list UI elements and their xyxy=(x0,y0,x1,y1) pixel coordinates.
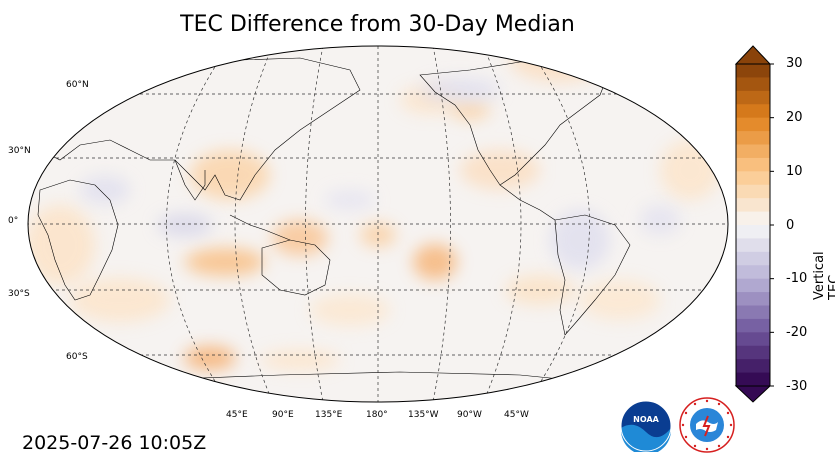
colorbar-segment xyxy=(736,198,770,213)
colorbar-extend-min xyxy=(734,385,772,403)
colorbar-segment xyxy=(736,372,770,387)
colorbar-segment xyxy=(736,157,770,172)
colorbar-segment xyxy=(736,332,770,347)
negative-anomaly-regions xyxy=(80,78,680,270)
lon-label-45e: 45°E xyxy=(226,410,248,420)
lat-label-30n: 30°N xyxy=(8,146,31,156)
colorbar-segment xyxy=(736,90,770,105)
timestamp: 2025-07-26 10:05Z xyxy=(22,432,207,454)
lat-label-30s: 30°S xyxy=(8,289,30,299)
colorbar-segment xyxy=(736,318,770,333)
lon-label-90w: 90°W xyxy=(457,410,482,420)
colorbar-segment xyxy=(736,117,770,132)
colorbar-segment xyxy=(736,184,770,199)
colorbar-tick-20: 20 xyxy=(786,110,803,125)
lat-label-60n: 60°N xyxy=(66,80,89,90)
colorbar-tick-30: 30 xyxy=(786,56,803,71)
lon-label-135w: 135°W xyxy=(408,410,439,420)
colorbar-segment xyxy=(736,131,770,145)
nws-logo xyxy=(679,397,735,453)
noaa-logo-text: NOAA xyxy=(633,415,659,424)
lon-label-45w: 45°W xyxy=(504,410,529,420)
colorbar-segment xyxy=(736,305,770,320)
colorbar-extend-max xyxy=(734,45,772,65)
lon-label-180: 180° xyxy=(366,410,388,420)
colorbar-tick-neg30: -30 xyxy=(786,379,808,394)
colorbar-tick-neg20: -20 xyxy=(786,325,808,340)
lon-label-90e: 90°E xyxy=(272,410,294,420)
globe-outline xyxy=(27,45,729,403)
colorbar-segment xyxy=(736,77,770,92)
lat-label-0: 0° xyxy=(8,216,19,226)
colorbar-segment xyxy=(736,104,770,119)
lon-label-135e: 135°E xyxy=(315,410,343,420)
colorbar-tick-0: 0 xyxy=(786,218,795,233)
lat-label-60s: 60°S xyxy=(66,352,88,362)
colorbar-tick-neg10: -10 xyxy=(786,271,808,286)
colorbar-segment xyxy=(736,211,770,226)
colorbar-segment xyxy=(736,144,770,159)
colorbar-segment xyxy=(736,64,770,78)
colorbar-segment xyxy=(736,251,770,266)
colorbar-segment xyxy=(736,171,770,186)
colorbar-segment xyxy=(736,359,770,374)
colorbar-segment xyxy=(736,278,770,293)
colorbar-tick-10: 10 xyxy=(786,164,803,179)
noaa-logo: NOAA xyxy=(620,400,672,452)
colorbar-segment xyxy=(736,265,770,280)
colorbar-label: Vertical TEC (TECU) xyxy=(812,251,835,300)
colorbar-segment xyxy=(736,292,770,306)
map-title: TEC Difference from 30-Day Median xyxy=(180,12,575,37)
colorbar-segment xyxy=(736,238,770,253)
colorbar-segment xyxy=(736,225,770,239)
positive-anomaly-regions xyxy=(28,46,720,370)
colorbar xyxy=(734,45,774,403)
colorbar-segment xyxy=(736,345,770,360)
